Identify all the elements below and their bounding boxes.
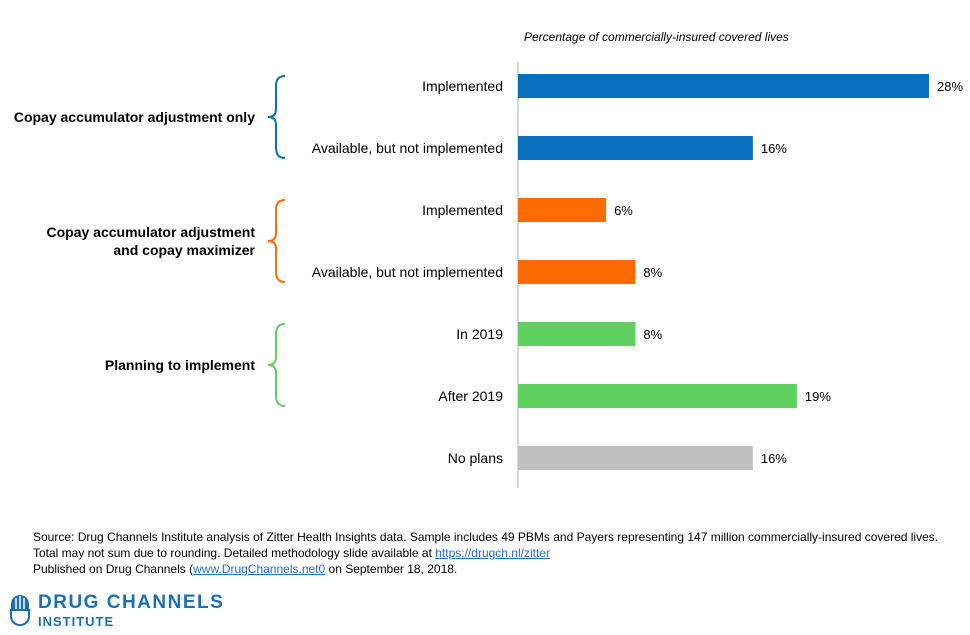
category-labels-layer: Implemented Available, but not implemente… (312, 78, 503, 466)
bar-2 (518, 198, 607, 222)
category-label-0: Implemented (422, 78, 503, 94)
bar-6 (518, 446, 753, 470)
chart-subtitle: Percentage of commercially-insured cover… (524, 30, 789, 44)
value-label-4: 8% (643, 327, 662, 342)
value-label-2: 6% (614, 203, 633, 218)
value-label-0: 28% (937, 79, 963, 94)
group-brace-2 (267, 323, 286, 407)
value-label-1: 16% (761, 141, 787, 156)
published-suffix: on September 18, 2018. (325, 562, 458, 576)
group-label-0-line-0: Copay accumulator adjustment only (14, 109, 255, 125)
source-link[interactable]: https://drugch.nl/zitter (435, 546, 550, 560)
source-text: Source: Drug Channels Institute analysis… (33, 530, 939, 560)
capsule-logo-icon (10, 595, 30, 626)
category-label-6: No plans (448, 450, 503, 466)
group-labels-layer: Copay accumulator adjustment only Copay a… (14, 75, 286, 407)
category-label-3: Available, but not implemented (312, 264, 503, 280)
bar-chart: Percentage of commercially-insured cover… (14, 30, 963, 488)
bar-1 (518, 136, 753, 160)
bar-5 (518, 384, 797, 408)
logo-name: DRUG CHANNELS (38, 592, 225, 613)
category-label-2: Implemented (422, 202, 503, 218)
group-brace-0 (267, 75, 286, 159)
source-note: Source: Drug Channels Institute analysis… (33, 529, 953, 561)
value-label-3: 8% (643, 265, 662, 280)
value-labels-layer: 28% 16% 6% 8% 8% 19% 16% (614, 79, 963, 466)
bars-layer (518, 74, 929, 470)
group-label-1-line-1: and copay maximizer (113, 242, 255, 258)
logo-subtitle: INSTITUTE (38, 614, 115, 629)
group-label-2-line-0: Planning to implement (105, 357, 255, 373)
published-link[interactable]: www.DrugChannels.net0 (193, 562, 326, 576)
bar-4 (518, 322, 636, 346)
category-label-4: In 2019 (456, 326, 503, 342)
footer-source: Source: Drug Channels Institute analysis… (33, 529, 953, 577)
published-note: Published on Drug Channels (www.DrugChan… (33, 561, 953, 577)
value-label-5: 19% (805, 389, 831, 404)
bar-3 (518, 260, 636, 284)
category-label-1: Available, but not implemented (312, 140, 503, 156)
category-label-5: After 2019 (438, 388, 503, 404)
drug-channels-logo: DRUG CHANNELS INSTITUTE (8, 592, 268, 632)
group-brace-1 (267, 199, 286, 283)
published-prefix: Published on Drug Channels ( (33, 562, 194, 576)
value-label-6: 16% (761, 451, 787, 466)
group-label-1-line-0: Copay accumulator adjustment (47, 224, 256, 240)
bar-0 (518, 74, 929, 98)
